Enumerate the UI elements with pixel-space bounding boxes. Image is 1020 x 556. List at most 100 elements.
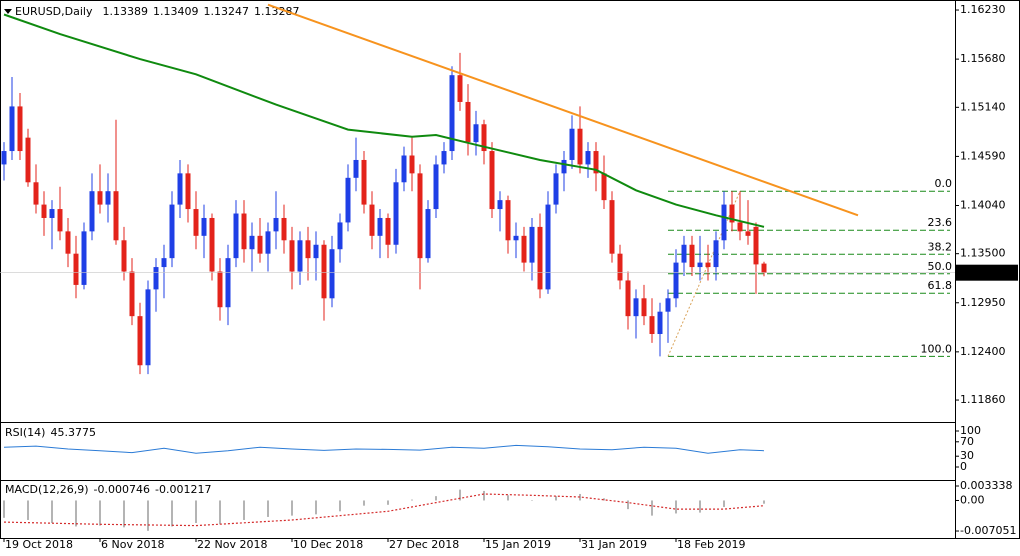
macd-bar — [675, 500, 677, 514]
fib-label: 38.2 — [928, 240, 953, 253]
candle-body — [17, 106, 23, 152]
y-tick-label: 1.12400 — [960, 345, 1006, 358]
candle-body — [425, 209, 431, 259]
candle-body — [449, 75, 455, 152]
candle-body — [321, 244, 327, 299]
macd-bar — [51, 500, 53, 523]
price-tag-label: 1.13287 — [962, 266, 1008, 279]
candle-body — [57, 209, 63, 232]
fib-label: 61.8 — [928, 279, 953, 292]
macd-label: MACD(12,26,9) — [5, 483, 89, 496]
candle-body — [417, 173, 423, 259]
candle-body — [377, 217, 383, 236]
candle-body — [689, 244, 695, 268]
open: 1.13389 — [102, 5, 148, 18]
candle-body — [105, 191, 111, 205]
candle-body — [249, 235, 255, 250]
macd-bar — [171, 500, 173, 527]
candle-body — [177, 173, 183, 205]
candle-body — [185, 173, 191, 210]
close: 1.13287 — [254, 5, 300, 18]
macd-header: MACD(12,26,9) -0.000746 -0.001217 — [5, 483, 211, 496]
low: 1.13247 — [203, 5, 249, 18]
macd-bar — [387, 500, 389, 505]
candle-body — [401, 155, 407, 183]
candle-body — [161, 258, 167, 268]
candle-body — [385, 217, 391, 245]
candle-body — [33, 182, 39, 205]
fib-label: 23.6 — [928, 216, 953, 229]
candle-body — [721, 204, 727, 241]
candle-body — [513, 235, 519, 241]
macd-bar — [195, 500, 197, 523]
fib-label: 50.0 — [928, 260, 953, 273]
macd-bar — [723, 500, 725, 507]
candle-body — [305, 240, 311, 259]
candle-body — [233, 213, 239, 259]
candle-body — [745, 231, 751, 236]
candle-body — [329, 249, 335, 299]
x-tick-label: 15 Jan 2019 — [485, 538, 551, 551]
candle-body — [273, 217, 279, 232]
rsi-value: 45.3775 — [50, 426, 96, 439]
candle-body — [625, 280, 631, 317]
y-tick-label: 1.15680 — [960, 52, 1006, 65]
candle-body — [609, 200, 615, 254]
candle-body — [153, 267, 159, 290]
candle-body — [25, 137, 31, 183]
symbol: EURUSD,Daily — [15, 5, 93, 18]
x-tick-label: 10 Dec 2018 — [293, 538, 363, 551]
candle-body — [409, 155, 415, 174]
y-tick-label: 1.12950 — [960, 296, 1006, 309]
macd-bar — [291, 500, 293, 516]
macd-bar — [363, 500, 365, 506]
rsi-label: RSI(14) — [5, 426, 45, 439]
candle-body — [633, 298, 639, 317]
y-tick-label: 1.15140 — [960, 100, 1006, 113]
candle-body — [89, 191, 95, 232]
macd-bar — [603, 498, 605, 501]
y-tick-label: 1.14040 — [960, 198, 1006, 211]
y-tick-label: 30 — [960, 449, 974, 462]
candle-body — [681, 244, 687, 263]
candle-body — [481, 124, 487, 152]
macd-bar — [315, 500, 317, 515]
rsi-line — [3, 444, 765, 454]
candle-body — [433, 164, 439, 210]
macd-bar — [243, 500, 245, 520]
y-tick-label: 100 — [960, 424, 981, 437]
macd-bar — [459, 489, 461, 501]
x-tick-label: 27 Dec 2018 — [389, 538, 459, 551]
candle-body — [585, 151, 591, 165]
y-tick-label: 1.16230 — [960, 3, 1006, 16]
candle-body — [129, 271, 135, 317]
candle-body — [193, 209, 199, 236]
candle-body — [753, 226, 759, 265]
header: EURUSD,Daily 1.13389 1.13409 1.13247 1.13287 — [15, 5, 299, 18]
candle-body — [649, 316, 655, 335]
candle-body — [121, 240, 127, 272]
candle-body — [345, 177, 351, 223]
candle-body — [337, 222, 343, 250]
candle-body — [457, 75, 463, 102]
candle-body — [641, 298, 647, 317]
macd-bar — [3, 500, 5, 518]
candle-body — [73, 253, 79, 285]
frame — [0, 0, 1020, 539]
candle-body — [393, 182, 399, 245]
macd-bar — [75, 500, 77, 527]
macd-bar — [27, 500, 29, 520]
candle-body — [313, 244, 319, 259]
candle-body — [81, 231, 87, 285]
macd-bar — [699, 500, 701, 513]
candle-body — [441, 151, 447, 165]
macd-bar — [267, 500, 269, 517]
candle-body — [617, 253, 623, 281]
signal-value: -0.001217 — [155, 483, 211, 496]
candle-body — [369, 204, 375, 236]
candle-body — [201, 217, 207, 236]
macd-bar — [627, 500, 629, 510]
macd-bar — [123, 500, 125, 528]
macd-bar — [555, 496, 557, 501]
candle-body — [465, 101, 471, 143]
